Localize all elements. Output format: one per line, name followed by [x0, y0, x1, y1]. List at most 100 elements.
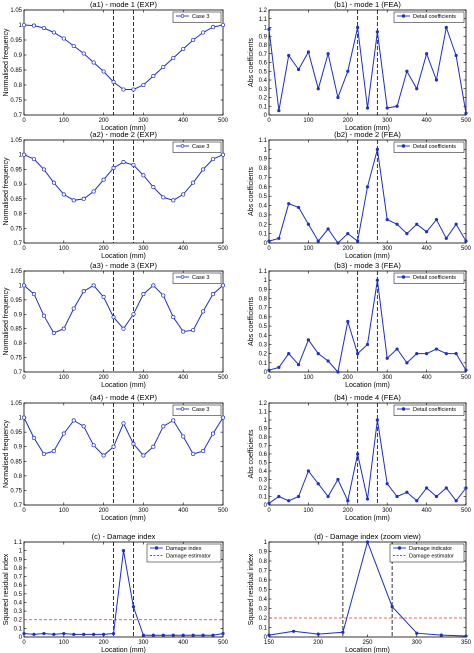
legend: Case 3 — [172, 141, 222, 153]
data-point — [181, 46, 186, 52]
data-point — [92, 632, 96, 637]
y-tick-label: 0.2 — [259, 96, 268, 102]
legend-label-estimator: Damage estimator — [409, 554, 454, 560]
y-tick-label: 0.75 — [10, 488, 22, 494]
x-axis-label: Location (mm) — [101, 515, 146, 522]
x-tick-label: 500 — [218, 118, 229, 124]
y-tick-label: 0.4 — [259, 204, 268, 210]
data-point — [91, 189, 96, 194]
x-axis-label: Location (mm) — [345, 647, 390, 653]
legend-box — [172, 11, 222, 23]
y-tick-label: 0.7 — [259, 52, 268, 58]
data-point — [306, 50, 310, 54]
x-tick-label: 300 — [382, 508, 393, 514]
x-tick-label: 0 — [22, 640, 26, 646]
data-point — [365, 106, 370, 110]
x-tick-label: 150 — [264, 640, 275, 646]
x-tick-label: 200 — [99, 640, 110, 646]
y-tick-label: 0.2 — [259, 352, 268, 358]
data-point — [277, 109, 281, 113]
y-tick-label: 0.6 — [259, 185, 268, 191]
data-point — [316, 352, 320, 356]
data-point — [287, 53, 291, 58]
y-tick-label: 0.9 — [259, 427, 268, 433]
legend-box — [393, 141, 465, 153]
y-tick-label: 0.7 — [14, 503, 23, 509]
chart-title: (a1) - mode 1 (EXP) — [90, 0, 158, 9]
y-tick-label: 0.8 — [259, 559, 268, 565]
y-tick-label: 0.5 — [259, 194, 268, 200]
data-point — [211, 292, 216, 297]
legend-label-series: Case 3 — [192, 14, 209, 20]
data-point — [220, 22, 226, 28]
x-tick-label: 300 — [138, 640, 149, 646]
data-point — [221, 631, 225, 636]
data-point — [81, 196, 86, 201]
data-point — [390, 605, 394, 609]
x-tick-label: 300 — [412, 640, 423, 646]
data-point — [141, 453, 146, 458]
data-point — [395, 347, 399, 351]
data-point — [296, 494, 301, 499]
chart-b4: (b4) - mode 4 (FEA) 0 100 200 300 400 500 0 0.1 0… — [248, 393, 472, 522]
data-point — [181, 329, 186, 334]
y-tick-label: 0.9 — [14, 182, 23, 188]
y-tick-label: 0.8 — [14, 83, 23, 89]
data-point — [296, 363, 301, 367]
legend-label-series: Damage indicator — [409, 546, 452, 552]
y-tick-label: 1.1 — [259, 269, 268, 275]
y-tick-label: 1 — [264, 278, 268, 284]
y-tick-label: 0.7 — [259, 569, 268, 575]
data-point — [464, 634, 468, 638]
data-point — [211, 25, 216, 30]
data-point — [375, 278, 379, 282]
data-point — [425, 352, 429, 356]
data-point — [111, 315, 116, 320]
x-tick-label: 0 — [22, 508, 26, 514]
x-tick-label: 0 — [267, 246, 271, 252]
y-tick-label: 0.5 — [259, 324, 268, 330]
data-point — [306, 222, 310, 226]
data-point — [131, 162, 136, 168]
x-axis-label: Location (mm) — [345, 515, 390, 522]
data-point — [385, 356, 389, 360]
legend-label-series: Detail coefficients — [413, 14, 456, 20]
x-tick-label: 100 — [59, 375, 70, 381]
data-point — [375, 147, 379, 151]
data-point — [439, 633, 443, 637]
legend-box — [393, 11, 465, 23]
y-tick-label: 0.6 — [259, 315, 268, 321]
y-tick-label: 0.1 — [259, 495, 268, 501]
data-point — [51, 449, 56, 454]
plot-frame — [23, 402, 224, 506]
y-axis-label: Abs coefficients — [248, 167, 255, 216]
data-point — [171, 633, 175, 637]
y-tick-label: 0.8 — [259, 166, 268, 172]
y-tick-label: 1.2 — [259, 8, 268, 14]
legend: Case 3 — [172, 404, 222, 416]
plot-frame — [23, 9, 224, 116]
chart-title: (a2) - mode 2 (EXP) — [90, 130, 158, 139]
legend-marker — [401, 14, 406, 18]
legend-label-estimator: Damage estimator — [166, 554, 211, 560]
data-point — [434, 347, 439, 351]
x-tick-label: 500 — [461, 246, 472, 252]
data-point — [51, 180, 56, 185]
y-tick-label: 1 — [19, 416, 23, 422]
data-point — [346, 499, 350, 503]
legend: Case 3 — [172, 11, 222, 23]
plot-frame — [268, 9, 467, 116]
y-tick-label: 0.85 — [10, 68, 22, 74]
data-point — [267, 27, 271, 31]
chart-a4: (a4) - mode 4 (EXP) 0 100 200 300 400 500 0.7 0.… — [3, 393, 229, 522]
chart-title: (c) - Damage index — [92, 532, 156, 541]
data-point — [356, 25, 360, 30]
x-tick-label: 400 — [422, 246, 433, 252]
data-point — [316, 482, 320, 486]
y-tick-label: 0.4 — [259, 469, 268, 475]
data-point — [356, 239, 360, 243]
data-point — [71, 306, 76, 311]
plot-frame — [268, 402, 467, 506]
data-point — [454, 53, 458, 58]
data-point — [434, 217, 439, 222]
